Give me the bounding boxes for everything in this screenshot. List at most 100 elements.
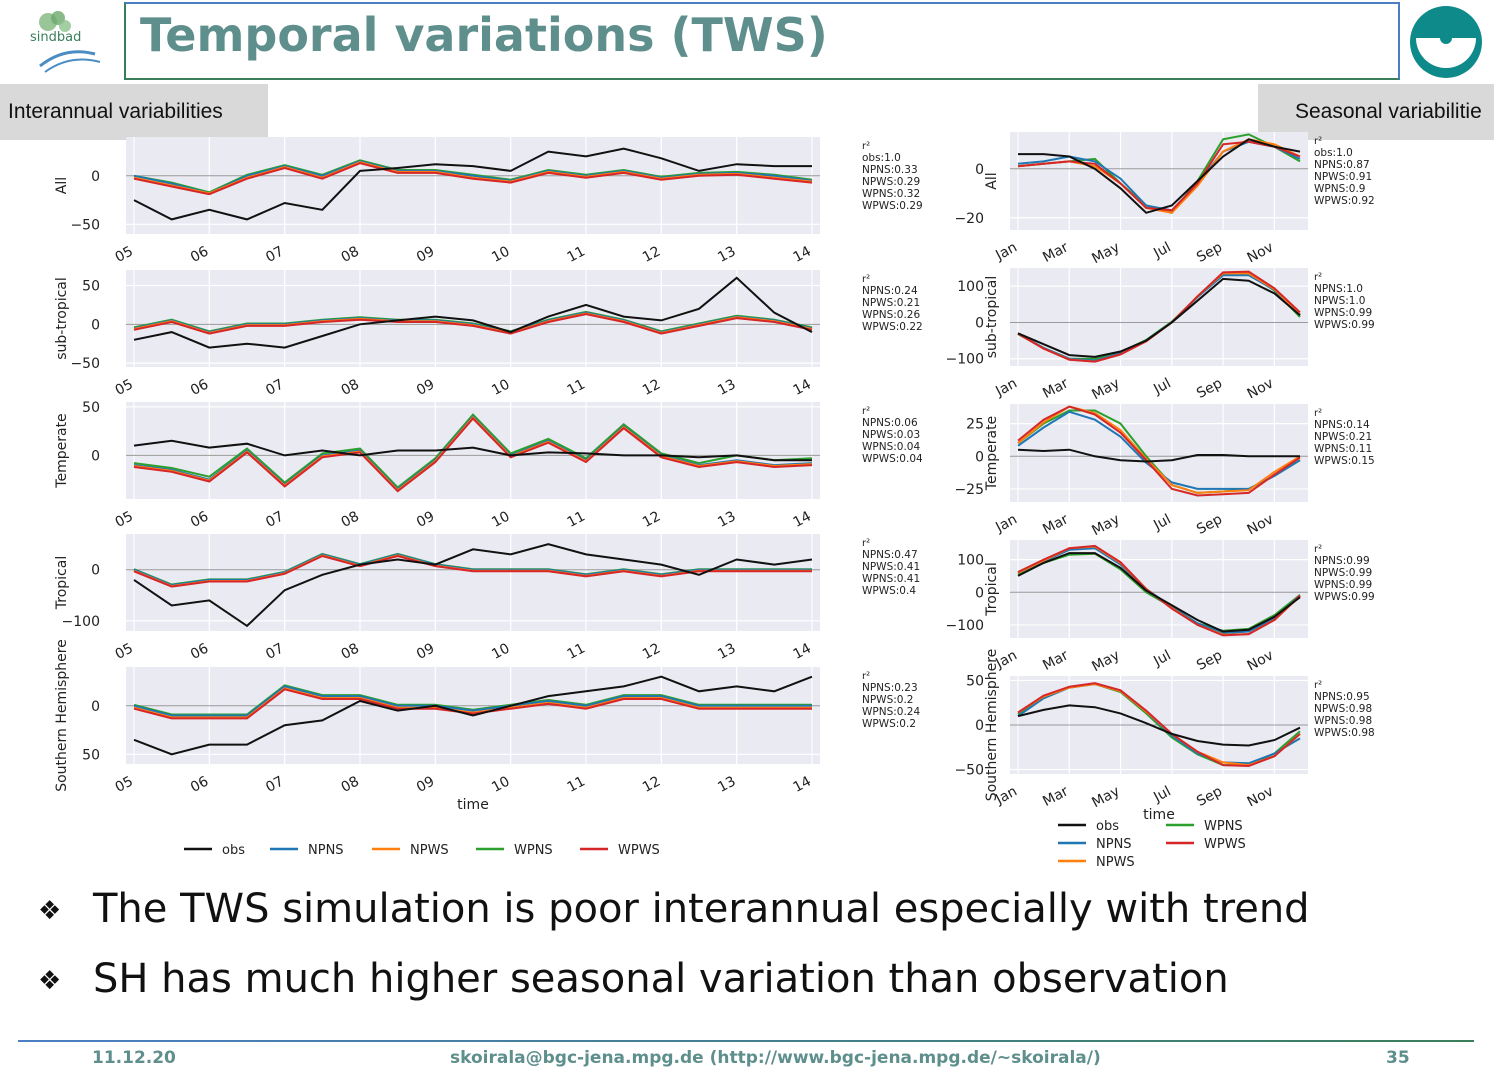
seas-xtick-label: Sep xyxy=(1194,647,1225,674)
seas-series-WPWS xyxy=(1017,682,1301,768)
inter-series-NPNS xyxy=(133,553,812,587)
seas-xtick-label: Sep xyxy=(1194,511,1225,538)
seas-ytick-label: 100 xyxy=(957,279,984,295)
seas-xtick-label: Jan xyxy=(992,375,1019,400)
inter-ylabel: Tropical xyxy=(54,556,70,610)
inter-ylabel: sub-tropical xyxy=(54,277,70,360)
seas-plot-area xyxy=(1010,132,1308,230)
seas-subplot-0: 0 −20 All Jan Mar May Jul Sep Nov r²obs:1.0NPNS:0… xyxy=(954,132,1375,267)
inter-series-NPNS xyxy=(133,685,812,717)
inter-stats-header: r² xyxy=(862,274,870,285)
inter-xtick-label: 13 xyxy=(715,640,738,662)
inter-ytick-label: 0 xyxy=(91,169,100,185)
seas-stats-line: WPNS:0.9 xyxy=(1314,183,1365,195)
inter-xtick-label: 12 xyxy=(640,773,663,795)
seas-ytick-label: 25 xyxy=(966,417,984,433)
inter-xtick-label: 11 xyxy=(565,773,588,795)
seas-stats-header: r² xyxy=(1314,136,1322,147)
inter-plot-area xyxy=(126,270,820,367)
seas-xtick-label: Mar xyxy=(1040,375,1071,402)
inter-legend-label-NPWS: NPWS xyxy=(410,843,449,858)
seas-xtick-label: Jul xyxy=(1150,511,1173,534)
logo-text: sindbad xyxy=(30,30,82,45)
inter-ytick-label: 0 xyxy=(91,699,100,715)
inter-stats-line: WPNS:0.04 xyxy=(862,441,920,453)
seas-subplot-2: 25 0 −25 Temperate Jan Mar May Jul Sep Nov r²NPNS:… xyxy=(954,404,1375,539)
inter-xtick-label: 11 xyxy=(565,376,588,398)
inter-xtick-label: 08 xyxy=(339,640,362,662)
inter-stats-line: NPWS:0.21 xyxy=(862,297,920,309)
inter-xtick-label: 06 xyxy=(188,508,211,531)
inter-xtick-label: 06 xyxy=(188,376,211,399)
seas-xtick-label: Mar xyxy=(1040,511,1071,538)
inter-xtick-label: 14 xyxy=(791,376,814,399)
inter-stats-line: WPNS:0.26 xyxy=(862,309,920,321)
sindbad-logo-icon xyxy=(20,6,110,78)
inter-xtick-label: 08 xyxy=(339,243,362,265)
seas-plot-area xyxy=(1010,268,1308,366)
inter-xtick-label: 06 xyxy=(188,640,211,663)
seas-stats-line: WPWS:0.98 xyxy=(1314,727,1375,739)
inter-xtick-label: 07 xyxy=(263,640,286,662)
seas-legend-label-NPNS: NPNS xyxy=(1096,837,1132,852)
inter-series-obs xyxy=(133,439,812,462)
inter-stats-line: NPNS:0.06 xyxy=(862,417,918,429)
inter-xtick-label: 10 xyxy=(489,243,512,265)
inter-xtick-label: 13 xyxy=(715,508,738,530)
inter-subplot-3: 0 −100 Tropical 05 06 07 08 09 10 11 12 13 14 r²NPNS:… xyxy=(54,534,920,663)
inter-xtick-label: 09 xyxy=(414,508,437,530)
seas-xtick-label: Mar xyxy=(1040,783,1071,810)
inter-series-WPWS xyxy=(133,554,812,588)
inter-xtick-label: 12 xyxy=(640,508,663,530)
inter-xtick-label: 11 xyxy=(565,243,588,265)
seas-ylabel: Southern Hemisphere xyxy=(984,649,1000,802)
seas-xtick-label: May xyxy=(1089,239,1122,267)
inter-series-WPWS xyxy=(133,417,813,493)
seas-ytick-label: −20 xyxy=(954,211,984,227)
inter-series-obs xyxy=(133,276,813,349)
inter-ytick-label: 50 xyxy=(82,279,100,295)
inter-legend-label-obs: obs xyxy=(222,843,245,858)
footer-date: 11.12.20 xyxy=(92,1048,176,1068)
inter-xtick-label: 14 xyxy=(791,243,814,266)
inter-stats-header: r² xyxy=(862,671,870,682)
inter-xtick-label: 06 xyxy=(188,243,211,266)
institute-logo-icon xyxy=(1408,4,1484,80)
inter-xtick-label: 05 xyxy=(113,773,136,795)
inter-xtick-label: 09 xyxy=(414,376,437,398)
inter-legend-label-NPNS: NPNS xyxy=(308,843,344,858)
inter-stats-line: NPNS:0.23 xyxy=(862,682,918,694)
seas-series-obs xyxy=(1017,552,1301,633)
footer-contact: skoirala@bgc-jena.mpg.de (http://www.bgc… xyxy=(450,1048,1101,1068)
inter-series-obs xyxy=(133,543,813,628)
inter-ytick-label: 50 xyxy=(82,400,100,416)
inter-stats-header: r² xyxy=(862,538,870,549)
seas-xtick-label: Sep xyxy=(1194,783,1225,810)
seas-stats-line: WPWS:0.92 xyxy=(1314,195,1375,207)
seas-xtick-label: Mar xyxy=(1040,647,1071,674)
bullet-text-1: The TWS simulation is poor interannual e… xyxy=(93,886,1310,932)
inter-ytick-label: 0 xyxy=(91,317,100,333)
seas-xtick-label: Jan xyxy=(992,239,1019,264)
seas-xtick-label: Sep xyxy=(1194,239,1225,266)
seas-legend-label-WPWS: WPWS xyxy=(1204,837,1246,852)
seas-stats-line: NPNS:0.99 xyxy=(1314,555,1370,567)
seas-xtick-label: Nov xyxy=(1245,239,1277,266)
inter-xtick-label: 14 xyxy=(791,508,814,531)
inter-stats-line: NPWS:0.03 xyxy=(862,429,920,441)
inter-xtick-label: 11 xyxy=(565,640,588,662)
inter-stats-line: WPNS:0.32 xyxy=(862,188,920,200)
seas-xtick-label: May xyxy=(1089,511,1122,539)
inter-xtick-label: 05 xyxy=(113,376,136,398)
bullet-text-2: SH has much higher seasonal variation th… xyxy=(93,956,1229,1002)
inter-stats-line: WPWS:0.29 xyxy=(862,200,923,212)
inter-legend-label-WPNS: WPNS xyxy=(514,843,553,858)
inter-xtick-label: 08 xyxy=(339,376,362,398)
seas-stats-line: NPNS:0.95 xyxy=(1314,691,1370,703)
page-title: Temporal variations (TWS) xyxy=(140,8,828,62)
seas-stats-header: r² xyxy=(1314,408,1322,419)
seas-stats-header: r² xyxy=(1314,272,1322,283)
inter-stats-line: NPNS:0.24 xyxy=(862,285,918,297)
